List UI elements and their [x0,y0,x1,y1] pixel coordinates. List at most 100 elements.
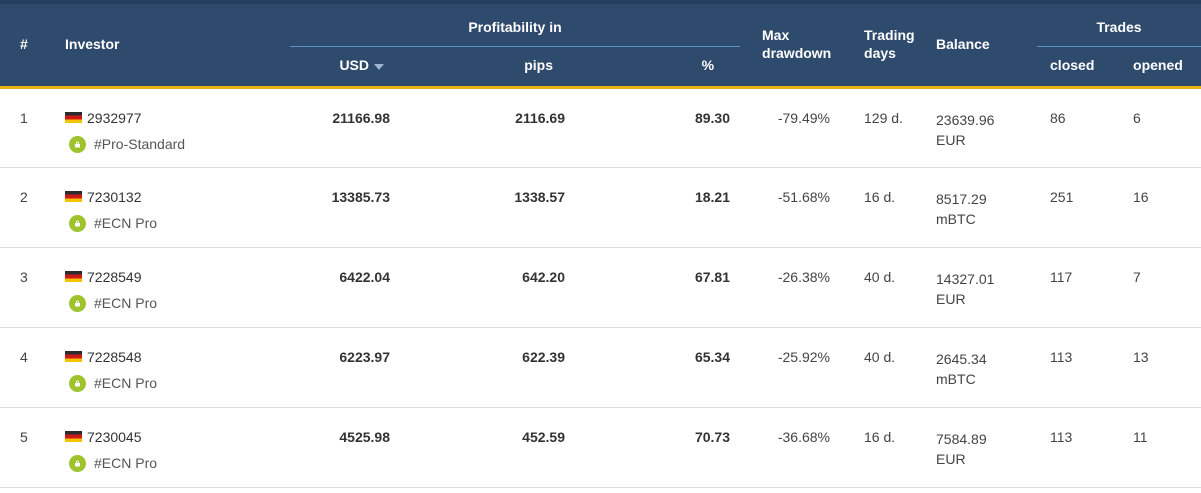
profit-percent-cell: 18.21 [575,166,741,247]
balance-amount: 23639.96 [936,111,995,128]
profit-percent-cell: 89.30 [575,87,741,167]
germany-flag-icon [65,431,82,442]
table-row: 5 7230045 #ECN Pro 4525.98 452.59 70.73 … [0,406,1201,488]
closed-trades-cell: 86 [1037,87,1120,167]
profit-percent-cell: 67.81 [575,246,741,327]
rank-cell: 4 [0,326,55,407]
balance-cell: 7584.89 EUR [927,406,1038,488]
balance-column-header[interactable]: Balance [927,0,1038,89]
profit-pips-cell: 1338.57 [400,166,575,247]
profit-usd-cell: 21166.98 [290,87,400,167]
investor-id-link[interactable]: 7228548 [87,348,142,365]
opened-trades-cell: 7 [1119,246,1201,327]
balance-cell: 2645.34 mBTC [927,326,1038,407]
account-type-label: #ECN Pro [94,455,158,471]
lock-icon [69,454,86,472]
closed-trades-cell: 251 [1037,166,1120,247]
lock-icon [69,214,86,232]
balance-cell: 8517.29 mBTC [927,166,1038,247]
investor-id-link[interactable]: 7230045 [87,428,142,445]
rank-cell: 3 [0,246,55,327]
trading-days-cell: 16 d. [855,406,928,488]
trading-days-cell: 40 d. [855,326,928,407]
profit-percent-cell: 70.73 [575,406,741,488]
investor-cell: 7228549 #ECN Pro [55,246,290,327]
trading-days-cell: 129 d. [855,87,928,167]
closed-trades-cell: 113 [1037,406,1120,488]
balance-currency: EUR [936,450,966,467]
profit-pips-cell: 2116.69 [400,87,575,167]
profit-pips-cell: 452.59 [400,406,575,488]
sort-desc-caret-icon [374,63,384,70]
max-drawdown-cell: -36.68% [740,406,856,488]
balance-amount: 14327.01 [936,270,995,287]
balance-currency: EUR [936,131,966,148]
table-header: # Investor Profitability in Max drawdown… [0,0,1201,89]
germany-flag-icon [65,112,82,123]
lock-icon [69,135,86,153]
investor-column-header: Investor [55,0,290,89]
balance-currency: EUR [936,290,966,307]
max-drawdown-column-header[interactable]: Max drawdown [740,0,856,89]
profit-usd-cell: 6223.97 [290,326,400,407]
opened-trades-cell: 11 [1119,406,1201,488]
lock-icon [69,294,86,312]
profit-pips-cell: 622.39 [400,326,575,407]
max-drawdown-cell: -26.38% [740,246,856,327]
germany-flag-icon [65,351,82,362]
max-drawdown-cell: -51.68% [740,166,856,247]
rank-cell: 1 [0,87,55,167]
investor-cell: 7228548 #ECN Pro [55,326,290,407]
germany-flag-icon [65,271,82,282]
profit-usd-cell: 4525.98 [290,406,400,488]
balance-cell: 14327.01 EUR [927,246,1038,327]
profit-usd-cell: 6422.04 [290,246,400,327]
balance-amount: 7584.89 [936,430,987,447]
opened-trades-cell: 13 [1119,326,1201,407]
rank-cell: 5 [0,406,55,488]
account-type-label: #ECN Pro [94,215,158,231]
investor-id-link[interactable]: 2932977 [87,109,142,126]
investor-cell: 7230045 #ECN Pro [55,406,290,488]
profit-percent-cell: 65.34 [575,326,741,407]
closed-trades-cell: 117 [1037,246,1120,327]
rank-column-header: # [0,0,55,89]
table-row: 4 7228548 #ECN Pro 6223.97 622.39 65.34 … [0,326,1201,407]
balance-amount: 2645.34 [936,350,987,367]
germany-flag-icon [65,191,82,202]
max-drawdown-cell: -25.92% [740,326,856,407]
closed-trades-cell: 113 [1037,326,1120,407]
trading-days-column-header[interactable]: Trading days [855,0,928,89]
table-body: 1 2932977 #Pro-Standard 21166.98 2116.69… [0,87,1201,488]
table-row: 2 7230132 #ECN Pro 13385.73 1338.57 18.2… [0,166,1201,247]
table-row: 3 7228549 #ECN Pro 6422.04 642.20 67.81 … [0,246,1201,327]
lock-icon [69,374,86,392]
trading-days-cell: 16 d. [855,166,928,247]
usd-column-header[interactable]: USD [290,46,400,89]
opened-trades-cell: 16 [1119,166,1201,247]
profitability-group-header: Profitability in [290,0,741,47]
balance-currency: mBTC [936,370,976,387]
investor-id-link[interactable]: 7228549 [87,268,142,285]
usd-column-label: USD [339,57,369,74]
investor-cell: 2932977 #Pro-Standard [55,87,290,167]
table-row: 1 2932977 #Pro-Standard 21166.98 2116.69… [0,87,1201,167]
account-type-label: #ECN Pro [94,295,158,311]
pips-column-header[interactable]: pips [400,46,575,89]
max-drawdown-cell: -79.49% [740,87,856,167]
investor-id-link[interactable]: 7230132 [87,188,142,205]
account-type-label: #Pro-Standard [94,136,186,152]
rank-cell: 2 [0,166,55,247]
investor-cell: 7230132 #ECN Pro [55,166,290,247]
account-type-label: #ECN Pro [94,375,158,391]
trading-days-cell: 40 d. [855,246,928,327]
percent-column-header[interactable]: % [575,46,741,89]
balance-amount: 8517.29 [936,190,987,207]
balance-cell: 23639.96 EUR [927,87,1038,167]
profit-usd-cell: 13385.73 [290,166,400,247]
trades-group-header: Trades [1037,0,1201,47]
closed-trades-column-header[interactable]: closed [1037,46,1120,89]
opened-trades-cell: 6 [1119,87,1201,167]
opened-trades-column-header[interactable]: opened [1119,46,1201,89]
